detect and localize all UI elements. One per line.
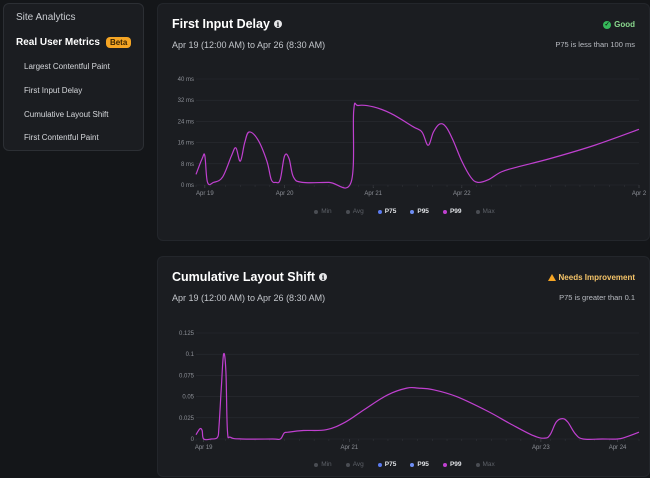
sidebar-item-cls[interactable]: Cumulative Layout Shift [24,110,109,119]
legend-label: Min [321,461,332,468]
warning-icon [547,274,556,281]
legend-label: Max [482,208,495,215]
legend-label: Avg [352,461,364,468]
sidebar-nav: Site Analytics Real User Metrics Beta La… [3,3,144,151]
x-tick-label: Apr 22 [453,191,471,197]
legend-dot-icon [377,462,382,467]
legend-label: Max [482,461,495,468]
legend-dot-icon [314,209,319,214]
y-tick-label: 0.1 [186,352,195,358]
legend-label: P75 [384,208,397,215]
y-tick-label: 32 ms [178,98,194,104]
x-tick-label: Apr 21 [364,191,382,197]
legend-dot-icon [442,209,447,214]
y-tick-label: 0.075 [179,373,195,379]
y-tick-label: 8 ms [181,162,194,168]
threshold-text: P75 is greater than 0.1 [559,293,635,302]
legend-label: P95 [417,208,429,215]
legend-dot-icon [475,209,480,214]
legend-label: P95 [417,461,429,468]
legend-item-p99[interactable]: P99 [442,208,462,215]
y-tick-label: 16 ms [178,141,194,147]
sidebar-title[interactable]: Site Analytics [16,12,76,23]
status-badge-warning: Needs Improvement [547,273,635,282]
info-icon[interactable]: i [319,273,328,282]
legend-dot-icon [377,209,382,214]
status-text: Needs Improvement [558,273,635,282]
y-tick-label: 24 ms [178,119,194,125]
legend-item-p95[interactable]: P95 [410,208,429,215]
x-tick-label: Apr 2 [632,191,647,197]
beta-badge: Beta [105,37,132,48]
legend-dot-icon [442,462,447,467]
cls-chart: 0 0.025 0.05 0.075 0.1 0.125 Apr 19 Apr 21 Apr 2… [179,331,640,451]
legend-label: Avg [352,208,364,215]
y-tick-label: 40 ms [178,77,194,83]
legend-item-avg[interactable]: Avg [345,208,364,215]
legend-dot-icon [314,462,319,467]
x-tick-label: Apr 24 [609,445,627,451]
legend-item-avg[interactable]: Avg [345,461,364,468]
threshold-text: P75 is less than 100 ms [555,40,635,49]
legend-dot-icon [410,209,415,214]
legend-item-min[interactable]: Min [314,208,332,215]
y-tick-label: 0 [191,437,195,443]
legend-label: P99 [449,461,462,468]
card-title: Cumulative Layout Shift i [172,270,328,284]
legend-item-max[interactable]: Max [475,461,495,468]
x-tick-label: Apr 19 [196,191,214,197]
chart-legend: Min Avg P75 P95 P99 Max [158,461,650,468]
legend-item-p75[interactable]: P75 [377,208,397,215]
legend-item-min[interactable]: Min [314,461,332,468]
y-tick-label: 0.05 [182,395,194,401]
x-tick-label: Apr 23 [532,445,550,451]
cls-card: Cumulative Layout Shift i Apr 19 (12:00 … [157,256,650,477]
fid-card: First Input Delay i Apr 19 (12:00 AM) to… [157,3,650,241]
legend-dot-icon [410,462,415,467]
legend-item-p75[interactable]: P75 [377,461,397,468]
legend-dot-icon [345,462,350,467]
sidebar-section-real-user-metrics[interactable]: Real User Metrics Beta [16,37,132,48]
card-title: First Input Delay i [172,17,282,31]
legend-item-p99[interactable]: P99 [442,461,462,468]
date-range: Apr 19 (12:00 AM) to Apr 26 (8:30 AM) [172,293,326,303]
sidebar-section-label: Real User Metrics [16,37,100,48]
x-tick-label: Apr 21 [340,445,358,451]
info-icon[interactable]: i [273,20,282,29]
legend-label: P99 [449,208,462,215]
legend-label: P75 [384,461,397,468]
status-badge-good: ✓ Good [603,20,635,29]
y-tick-label: 0 ms [181,183,194,189]
y-tick-label: 0.025 [179,416,195,422]
status-text: Good [614,20,635,29]
legend-item-p95[interactable]: P95 [410,461,429,468]
legend-dot-icon [345,209,350,214]
x-tick-label: Apr 20 [276,191,294,197]
check-circle-icon: ✓ [603,20,612,29]
chart-legend: Min Avg P75 P95 P99 Max [158,208,650,215]
series-line-p99[interactable] [195,102,640,189]
sidebar-item-fcp[interactable]: First Contentful Paint [24,133,99,142]
legend-dot-icon [475,462,480,467]
fid-chart: 0 ms 8 ms 16 ms 24 ms 32 ms 40 ms Apr 19 Apr 20… [178,77,647,197]
legend-label: Min [321,208,332,215]
cls-title: Cumulative Layout Shift [172,270,316,284]
x-tick-label: Apr 19 [195,445,213,451]
y-tick-label: 0.125 [179,331,195,337]
series-line-p99[interactable] [195,352,640,441]
fid-title: First Input Delay [172,17,270,31]
sidebar-item-lcp[interactable]: Largest Contentful Paint [24,62,110,71]
date-range: Apr 19 (12:00 AM) to Apr 26 (8:30 AM) [172,40,326,50]
sidebar-item-fid[interactable]: First Input Delay [24,86,83,95]
legend-item-max[interactable]: Max [475,208,495,215]
